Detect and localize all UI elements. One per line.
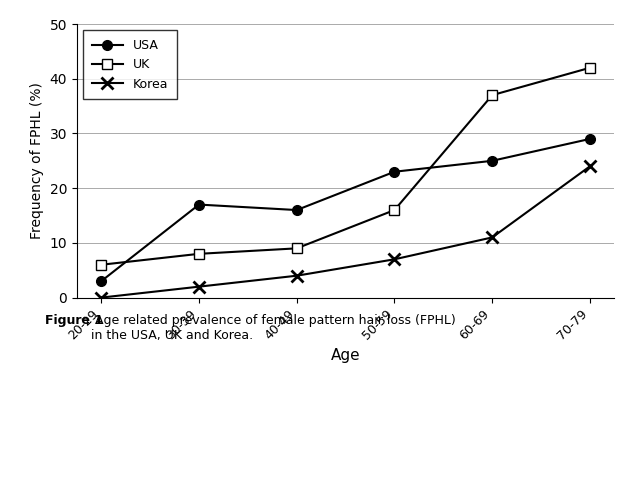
USA bbox=[97, 278, 105, 284]
Text: M. P. Birch, S. C. Lalla and A. G. Messenger: M. P. Birch, S. C. Lalla and A. G. Messe… bbox=[271, 405, 509, 415]
Y-axis label: Frequency of FPHL (%): Frequency of FPHL (%) bbox=[30, 83, 44, 239]
Korea bbox=[97, 295, 105, 300]
Text: Age related prevalence of female pattern hair loss (FPHL)
in the USA, UK and Kor: Age related prevalence of female pattern… bbox=[91, 314, 456, 342]
Legend: USA, UK, Korea: USA, UK, Korea bbox=[83, 30, 177, 99]
USA bbox=[488, 158, 496, 164]
UK bbox=[97, 262, 105, 268]
Line: USA: USA bbox=[97, 134, 595, 286]
Text: Figure 1: Figure 1 bbox=[45, 314, 103, 327]
Korea bbox=[195, 284, 203, 289]
UK bbox=[195, 251, 203, 257]
Korea bbox=[586, 163, 594, 169]
Text: Female pattern hair loss: Female pattern hair loss bbox=[271, 373, 462, 387]
USA bbox=[586, 136, 594, 142]
Text: Department of Dermatology, Royal Hallamshire: Department of Dermatology, Royal Hallams… bbox=[271, 430, 536, 440]
X-axis label: Age: Age bbox=[331, 348, 360, 363]
UK bbox=[488, 92, 496, 98]
UK bbox=[390, 207, 398, 213]
Korea bbox=[390, 256, 398, 262]
Korea bbox=[488, 235, 496, 240]
UK bbox=[293, 245, 301, 251]
Line: Korea: Korea bbox=[96, 161, 595, 303]
UK bbox=[586, 65, 594, 71]
USA bbox=[195, 202, 203, 207]
Text: Hospital, Sheffield, UK: Hospital, Sheffield, UK bbox=[271, 454, 395, 464]
USA bbox=[390, 169, 398, 175]
Korea bbox=[293, 273, 301, 278]
Line: UK: UK bbox=[97, 63, 595, 270]
USA bbox=[293, 207, 301, 213]
